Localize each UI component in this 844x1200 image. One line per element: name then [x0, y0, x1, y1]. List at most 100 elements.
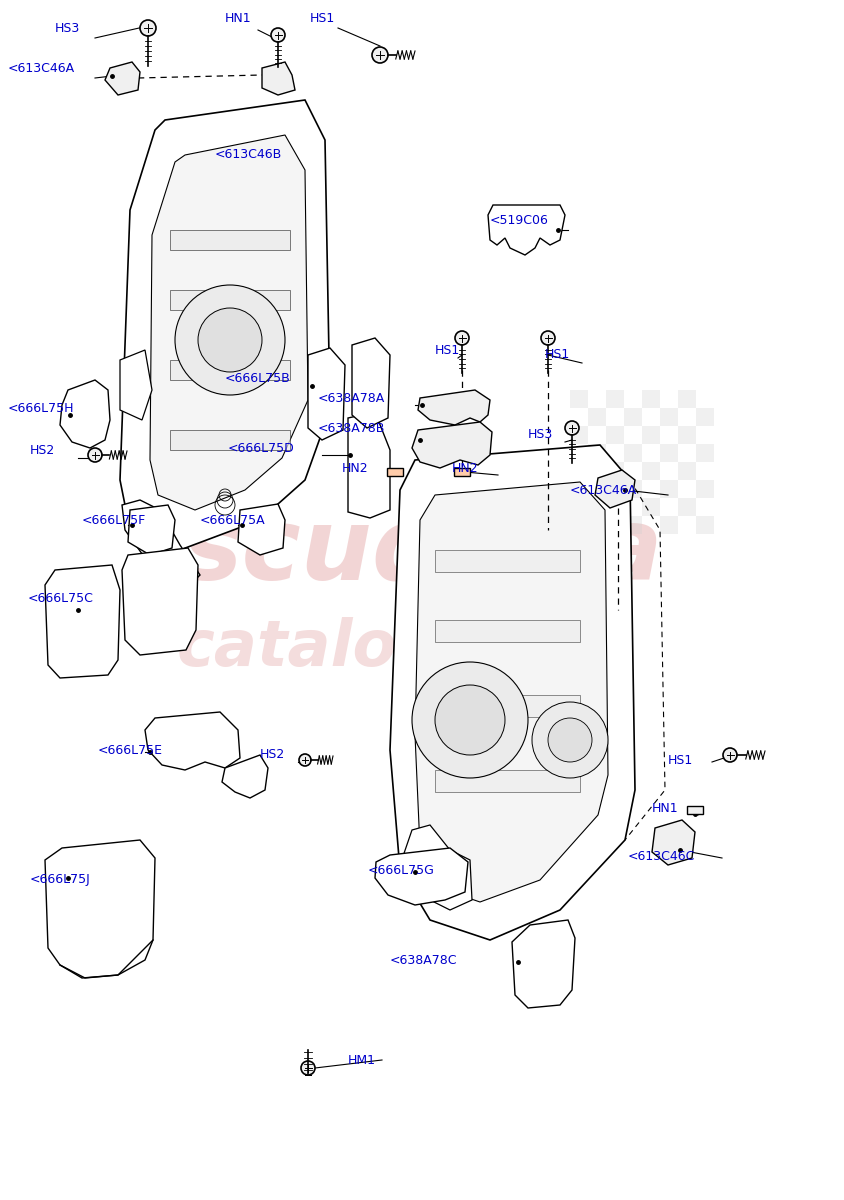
- Text: scuderia: scuderia: [181, 504, 663, 600]
- Polygon shape: [60, 380, 110, 448]
- Text: HS1: HS1: [435, 343, 460, 356]
- Bar: [660, 516, 678, 534]
- Bar: [660, 444, 678, 462]
- Text: HS1: HS1: [545, 348, 571, 361]
- Bar: [687, 806, 703, 814]
- Polygon shape: [222, 755, 268, 798]
- Polygon shape: [45, 840, 155, 978]
- Bar: [588, 480, 606, 498]
- Bar: [678, 462, 696, 480]
- Polygon shape: [262, 62, 295, 95]
- Polygon shape: [595, 470, 635, 508]
- Circle shape: [723, 748, 737, 762]
- Polygon shape: [122, 500, 200, 590]
- Bar: [696, 480, 714, 498]
- Text: <666L75A: <666L75A: [200, 514, 266, 527]
- Text: <666L75F: <666L75F: [82, 514, 146, 527]
- Bar: [170, 230, 290, 250]
- Text: HN1: HN1: [652, 802, 679, 815]
- Circle shape: [412, 662, 528, 778]
- Bar: [696, 444, 714, 462]
- Text: <613C46A: <613C46A: [570, 484, 637, 497]
- Bar: [588, 408, 606, 426]
- Polygon shape: [150, 134, 308, 510]
- Polygon shape: [122, 548, 198, 655]
- Text: HM1: HM1: [348, 1054, 376, 1067]
- Polygon shape: [238, 504, 285, 554]
- Bar: [624, 516, 642, 534]
- Text: <613C46C: <613C46C: [628, 850, 695, 863]
- Text: catalogue: catalogue: [177, 617, 532, 679]
- Bar: [678, 390, 696, 408]
- Text: <638A78C: <638A78C: [390, 954, 457, 966]
- Bar: [678, 498, 696, 516]
- Bar: [570, 462, 588, 480]
- Text: <613C46A: <613C46A: [8, 61, 75, 74]
- Text: <638A78B: <638A78B: [318, 421, 386, 434]
- Bar: [170, 360, 290, 380]
- Circle shape: [271, 28, 285, 42]
- Polygon shape: [120, 100, 330, 550]
- Bar: [642, 462, 660, 480]
- Circle shape: [299, 754, 311, 766]
- Polygon shape: [412, 422, 492, 468]
- Text: <519C06: <519C06: [490, 214, 549, 227]
- Text: <666L75J: <666L75J: [30, 874, 91, 887]
- Circle shape: [435, 685, 505, 755]
- Text: HN2: HN2: [452, 462, 479, 474]
- Bar: [570, 498, 588, 516]
- Polygon shape: [512, 920, 575, 1008]
- Bar: [678, 426, 696, 444]
- Text: HS3: HS3: [55, 22, 80, 35]
- Bar: [387, 468, 403, 476]
- Bar: [570, 390, 588, 408]
- Bar: [642, 498, 660, 516]
- Text: <666L75H: <666L75H: [8, 402, 74, 414]
- Bar: [170, 430, 290, 450]
- Bar: [435, 770, 580, 792]
- Text: HN1: HN1: [225, 12, 252, 24]
- Text: <613C46B: <613C46B: [215, 149, 282, 162]
- Text: HS2: HS2: [260, 749, 285, 762]
- Polygon shape: [120, 350, 152, 420]
- Polygon shape: [415, 482, 608, 902]
- Text: <666L75C: <666L75C: [28, 592, 94, 605]
- Circle shape: [548, 718, 592, 762]
- Bar: [624, 444, 642, 462]
- Circle shape: [88, 448, 102, 462]
- Polygon shape: [105, 62, 140, 95]
- Polygon shape: [390, 445, 635, 940]
- Text: <666L75E: <666L75E: [98, 744, 163, 756]
- Bar: [606, 390, 624, 408]
- Polygon shape: [45, 565, 120, 678]
- Circle shape: [565, 421, 579, 434]
- Circle shape: [140, 20, 156, 36]
- Text: HN2: HN2: [342, 462, 369, 474]
- Text: HS1: HS1: [310, 12, 335, 24]
- Circle shape: [541, 331, 555, 346]
- Bar: [588, 444, 606, 462]
- Text: <638A78A: <638A78A: [318, 391, 385, 404]
- Bar: [588, 516, 606, 534]
- Polygon shape: [348, 412, 390, 518]
- Bar: [624, 480, 642, 498]
- Polygon shape: [308, 348, 345, 440]
- Circle shape: [175, 284, 285, 395]
- Text: <666L75D: <666L75D: [228, 442, 295, 455]
- Bar: [642, 390, 660, 408]
- Bar: [660, 408, 678, 426]
- Polygon shape: [128, 505, 175, 554]
- Bar: [170, 290, 290, 310]
- Circle shape: [455, 331, 469, 346]
- Circle shape: [372, 47, 388, 62]
- Text: HS2: HS2: [30, 444, 55, 456]
- Circle shape: [532, 702, 608, 778]
- Text: HS3: HS3: [528, 428, 554, 442]
- Bar: [606, 462, 624, 480]
- Bar: [454, 468, 470, 476]
- Text: <666L75G: <666L75G: [368, 864, 435, 876]
- Bar: [606, 498, 624, 516]
- Polygon shape: [488, 205, 565, 254]
- Polygon shape: [400, 826, 472, 910]
- Bar: [435, 695, 580, 716]
